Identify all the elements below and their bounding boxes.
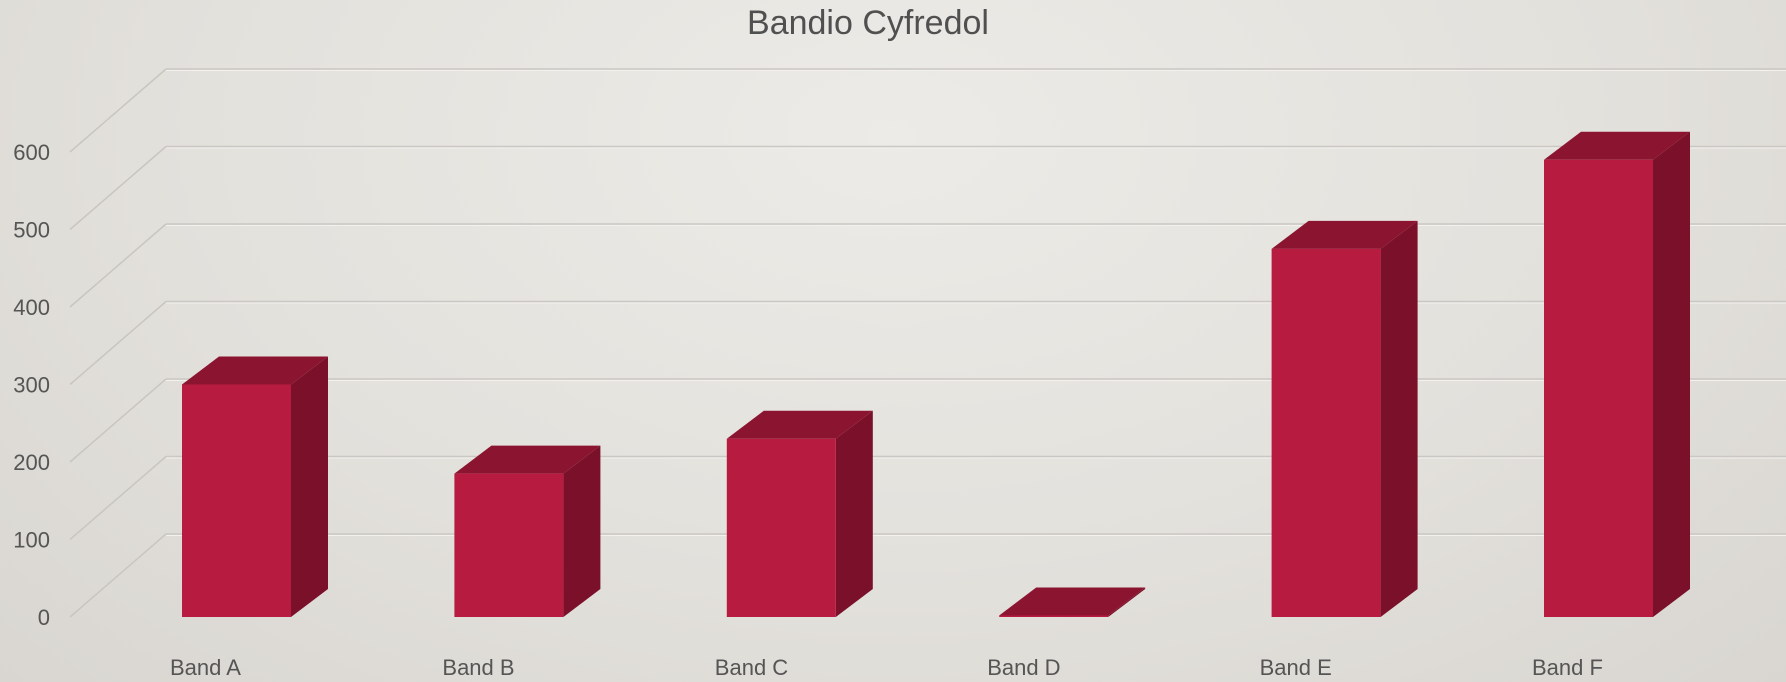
bar	[726, 410, 873, 617]
gridline-side	[69, 300, 167, 386]
chart-title: Bandio Cyfredol	[747, 4, 989, 42]
y-tick-label: 200	[13, 450, 50, 475]
bar-front	[726, 438, 836, 617]
bar-top	[1544, 131, 1690, 160]
bar	[1544, 131, 1690, 617]
x-category-label: Band A	[170, 655, 241, 680]
y-tick-label: 0	[38, 605, 50, 630]
bar-side	[563, 445, 601, 617]
bar-side	[835, 410, 873, 617]
gridline-side	[69, 533, 167, 618]
bar-top	[726, 410, 873, 439]
gridline-side	[69, 145, 167, 231]
x-category-label: Band B	[442, 655, 514, 680]
bar-side	[1380, 220, 1418, 617]
bar-top	[999, 587, 1146, 616]
bar-top	[1271, 220, 1418, 249]
bar-side	[1653, 131, 1690, 617]
bar-front	[1544, 159, 1653, 617]
x-category-label: Band D	[987, 655, 1060, 680]
x-category-label: Band F	[1532, 655, 1603, 680]
y-tick-label: 100	[13, 528, 50, 553]
bar-side	[291, 356, 328, 617]
x-category-label: Band C	[715, 655, 788, 680]
gridline-side	[69, 223, 167, 308]
bar	[1271, 220, 1418, 617]
bar-front	[999, 615, 1109, 617]
gridlines	[69, 68, 1786, 618]
y-tick-label: 500	[13, 218, 50, 243]
gridline-side	[69, 68, 167, 153]
bar	[999, 587, 1146, 617]
y-tick-label: 600	[13, 140, 50, 165]
gridline-side	[69, 378, 167, 463]
x-category-label: Band E	[1260, 655, 1332, 680]
x-axis-categories: Band A Band B Band C Band D Band E Band F	[170, 655, 1603, 680]
y-axis-ticks: 0 100 200 300 400 500 600	[13, 140, 50, 630]
bar	[454, 445, 601, 617]
bar-side	[1108, 587, 1146, 617]
bar-top	[182, 356, 328, 385]
bar	[182, 356, 328, 617]
bar-front	[1271, 248, 1381, 617]
y-tick-label: 300	[13, 373, 50, 398]
bar-front	[454, 473, 564, 617]
gridline-side	[69, 455, 167, 541]
bar-front	[182, 384, 291, 617]
bars	[182, 131, 1690, 617]
bar-top	[454, 445, 601, 474]
y-tick-label: 400	[13, 295, 50, 320]
